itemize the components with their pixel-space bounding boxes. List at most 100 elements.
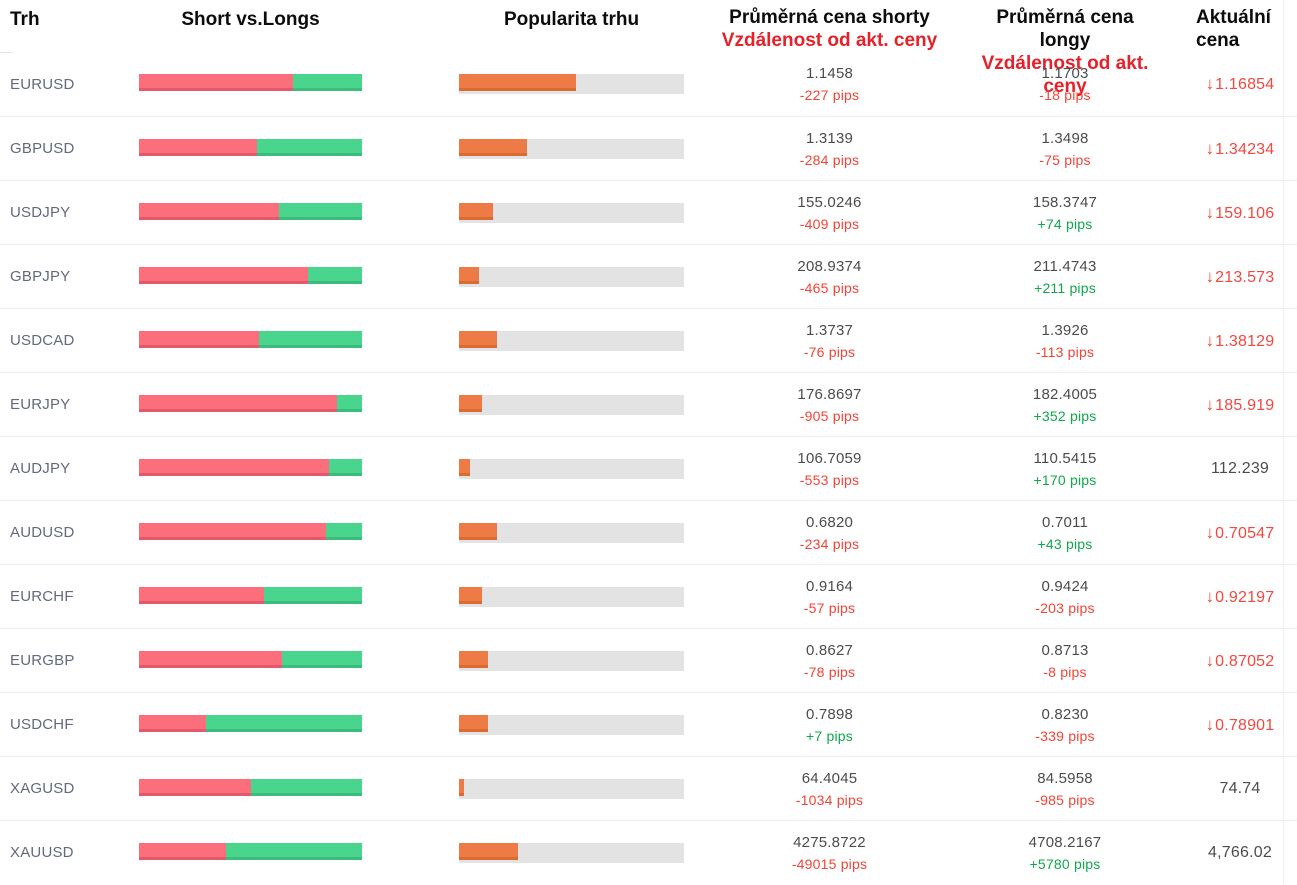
current-price: 0.78901 [1215,716,1275,734]
col-header-popularity: Popularita trhu [503,9,640,30]
popularity-bar [459,330,684,351]
short-price: 155.0246 [797,193,862,211]
current-price: 1.16854 [1215,76,1275,93]
col-header-avg-long-price: Průměrná cena longy Vzdálenost od akt. c… [975,0,1155,98]
popularity-bar [459,586,684,607]
popularity-bar [459,650,684,671]
popularity-fill [459,266,480,284]
popularity-fill [459,202,493,220]
long-distance-pips: +170 pips [1033,471,1097,488]
short-vs-longs-cell [139,757,362,820]
table-row: USDCHF 0.7898 +7 pips 0.8230 -339 pips [0,692,1297,756]
short-distance-pips: -465 pips [799,279,860,296]
down-arrow-icon: ↓ [1205,202,1215,222]
current-price: 4,766.02 [1208,843,1272,861]
long-distance-pips: -113 pips [1035,343,1095,360]
short-segment [139,714,206,732]
current-price-cell: ↓74.74 [1155,780,1297,798]
right-edge-divider [1283,0,1284,885]
avg-short-price-cell: 0.7898 +7 pips [684,706,975,744]
avg-short-price-cell: 0.8627 -78 pips [684,642,975,680]
table-row: EURJPY 176.8697 -905 pips 182.4005 +352 … [0,372,1297,436]
current-price-cell: ↓0.78901 [1155,715,1297,735]
long-price: 158.3747 [1032,193,1098,211]
long-segment [292,74,362,91]
short-vs-longs-cell [139,501,362,564]
short-segment [139,138,258,156]
short-price: 176.8697 [797,385,862,403]
short-vs-longs-cell [139,373,362,436]
short-distance-pips: +7 pips [806,727,853,744]
current-price: 159.106 [1215,204,1275,222]
table-row: EURCHF 0.9164 -57 pips 0.9424 -203 pips [0,564,1297,628]
current-price: 1.34234 [1215,140,1275,158]
short-vs-longs-cell [139,437,362,500]
avg-long-price-cell: 4708.2167 +5780 pips [975,834,1155,872]
popularity-bar [459,202,684,223]
table-row: USDJPY 155.0246 -409 pips 158.3747 +74 p… [0,180,1297,244]
short-price: 1.3737 [805,321,854,339]
table-header: Trh Short vs.Longs Popularita trhu Průmě… [0,0,1297,97]
market-name: XAGUSD [10,780,75,797]
short-vs-longs-bar [139,714,362,735]
table-row: EURUSD 1.1458 -227 pips 1.1703 -18 pips [0,52,1297,116]
short-price: 0.9164 [805,577,854,595]
short-segment [139,394,338,412]
long-distance-pips: -75 pips [1039,151,1091,168]
long-distance-pips: -8 pips [1043,663,1087,680]
short-vs-longs-bar [139,458,362,479]
avg-short-price-cell: 1.3737 -76 pips [684,322,975,360]
short-distance-pips: -78 pips [803,663,856,680]
col-header-avg-short-price: Průměrná cena shorty Vzdálenost od akt. … [684,0,975,52]
popularity-fill [459,714,489,732]
down-arrow-icon: ↓ [1205,522,1215,542]
short-segment [139,522,327,540]
avg-long-price-cell: 1.3498 -75 pips [975,130,1155,168]
current-price-cell: ↓1.38129 [1155,331,1297,351]
current-price-cell: ↓0.92197 [1155,587,1297,607]
popularity-fill [459,522,498,540]
short-segment [139,842,226,860]
table-row: XAUUSD 4275.8722 -49015 pips 4708.2167 +… [0,820,1297,884]
popularity-fill [459,650,489,668]
table-row: USDCAD 1.3737 -76 pips 1.3926 -113 pips [0,308,1297,372]
avg-long-price-cell: 182.4005 +352 pips [975,386,1155,424]
avg-long-price-cell: 84.5958 -985 pips [975,770,1155,808]
short-segment [139,458,329,476]
table-row: AUDUSD 0.6820 -234 pips 0.7011 +43 pips [0,500,1297,564]
long-distance-pips: +43 pips [1037,535,1093,552]
popularity-bar [459,74,684,94]
long-distance-pips: +352 pips [1033,407,1097,424]
popularity-cell [459,117,684,180]
long-price: 0.7011 [1042,513,1088,531]
avg-short-price-cell: 1.3139 -284 pips [684,130,975,168]
long-price: 0.8230 [1041,705,1089,723]
short-vs-longs-cell [139,52,362,116]
market-name: GBPJPY [10,268,71,285]
avg-long-price-cell: 110.5415 +170 pips [975,450,1155,488]
down-arrow-icon: ↓ [1205,266,1215,286]
long-price: 0.9424 [1041,577,1089,595]
avg-short-price-cell: 1.1458 -227 pips [684,65,975,103]
short-segment [139,202,280,220]
popularity-cell [459,821,684,884]
market-name: GBPUSD [10,140,75,157]
table-row: EURGBP 0.8627 -78 pips 0.8713 -8 pips [0,628,1297,692]
short-distance-pips: -905 pips [799,407,860,424]
popularity-cell [459,565,684,628]
avg-short-price-cell: 64.4045 -1034 pips [684,770,975,808]
avg-long-price-cell: 0.7011 +43 pips [975,514,1155,552]
popularity-bar [459,714,684,735]
header-divider-fragment [0,52,13,53]
avg-short-price-cell: 0.9164 -57 pips [684,578,975,616]
popularity-bar [459,394,684,415]
short-segment [139,650,282,668]
short-segment [139,266,309,284]
avg-short-price-cell: 155.0246 -409 pips [684,194,975,232]
short-price: 1.1458 [805,65,854,82]
market-name: USDJPY [10,204,71,221]
short-price: 0.8627 [805,641,854,659]
long-price: 1.3926 [1041,321,1089,339]
popularity-cell [459,309,684,372]
long-segment [263,586,362,604]
